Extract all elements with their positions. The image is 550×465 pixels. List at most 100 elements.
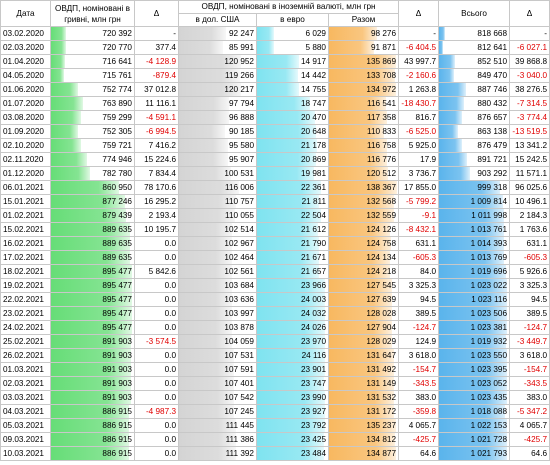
- uah-delta-cell-value: 0.0: [164, 322, 176, 332]
- eur-cell: 6 029: [256, 26, 329, 41]
- date-cell-value: 19.02.2021: [3, 280, 44, 290]
- uah-delta-cell-value: 78 170.6: [144, 182, 176, 192]
- data-bar: [257, 321, 326, 334]
- fx-total-cell-value: 132 568: [366, 196, 397, 206]
- data-bar: [51, 405, 130, 418]
- data-bar: [51, 181, 120, 194]
- fx-delta-cell: 64.6: [398, 446, 440, 461]
- fx-delta-cell-value: -18 430.7: [401, 98, 437, 108]
- eur-cell-value: 5 880: [305, 42, 327, 52]
- total-delta-cell: 1 763.6: [509, 222, 550, 237]
- data-bar: [179, 391, 235, 404]
- data-bar: [439, 55, 455, 68]
- fx-total-cell-value: 91 871: [370, 42, 397, 52]
- uah-cell: 889 635: [50, 250, 135, 265]
- data-bar: [51, 335, 131, 348]
- uah-cell: 895 477: [50, 278, 135, 293]
- total-cell-value: 891 721: [477, 154, 508, 164]
- uah-cell-value: 891 903: [102, 350, 132, 360]
- uah-delta-cell-value: -4 591.1: [145, 112, 176, 122]
- fx-total-cell-value: 127 639: [366, 294, 397, 304]
- uah-cell: 720 392: [50, 26, 135, 41]
- date-cell: 02.03.2020: [0, 40, 51, 55]
- uah-delta-cell-value: -4 987.3: [145, 406, 176, 416]
- date-cell-value: 04.05.2020: [3, 70, 44, 80]
- date-cell: 25.02.2021: [0, 334, 51, 349]
- total-delta-cell-value: -3 774.4: [516, 112, 548, 122]
- col-fx-group-header: ОВДП, номіновані в іноземній валюті, млн…: [177, 0, 400, 14]
- data-bar: [51, 265, 133, 278]
- fx-total-cell-value: 110 833: [367, 126, 397, 136]
- usd-cell-value: 120 952: [224, 56, 254, 66]
- table-row: 01.12.2020 782 780 7 834.4 100 531 19 981 120…: [0, 166, 550, 181]
- uah-cell-value: 889 635: [102, 252, 132, 262]
- usd-cell-value: 107 531: [224, 350, 254, 360]
- fx-delta-cell-value: 3 325.3: [408, 280, 437, 290]
- table-row: 03.02.2020 720 392 - 92 247 6 029 98 276 - 818 …: [0, 26, 550, 41]
- fx-delta-cell: 5 925.0: [398, 138, 440, 153]
- data-bar: [439, 195, 503, 208]
- date-cell-value: 01.12.2020: [3, 168, 44, 178]
- col-date-header: Дата: [0, 0, 51, 27]
- usd-cell: 110 055: [178, 208, 257, 223]
- uah-cell: 895 477: [50, 306, 135, 321]
- uah-delta-cell: 0.0: [134, 320, 179, 335]
- table-body: 03.02.2020 720 392 - 92 247 6 029 98 276 - 818 …: [0, 26, 550, 461]
- data-bar: [179, 195, 236, 208]
- date-cell-value: 15.01.2021: [3, 196, 44, 206]
- usd-cell: 103 636: [178, 292, 257, 307]
- fx-total-cell: 131 647: [327, 348, 400, 363]
- total-delta-cell: 64.6: [509, 446, 550, 461]
- usd-cell: 100 531: [178, 166, 257, 181]
- total-delta-cell: 3 618.0: [509, 348, 550, 363]
- fx-delta-cell: -425.7: [398, 432, 440, 447]
- total-delta-cell-value: 39 868.8: [515, 56, 548, 66]
- total-delta-cell-value: -3 040.0: [516, 70, 548, 80]
- eur-cell-value: 23 425: [300, 434, 326, 444]
- total-cell: 852 510: [438, 54, 511, 69]
- date-cell: 03.02.2020: [0, 26, 51, 41]
- data-bar: [329, 293, 392, 306]
- total-delta-cell: 383.0: [509, 390, 550, 405]
- data-bar: [51, 419, 130, 432]
- uah-cell-value: 759 299: [102, 112, 132, 122]
- total-cell-value: 999 318: [477, 182, 508, 192]
- total-cell: 1 021 728: [438, 432, 511, 447]
- fx-total-cell: 132 559: [327, 208, 400, 223]
- total-cell-value: 1 018 088: [470, 406, 508, 416]
- date-cell-value: 01.07.2020: [3, 98, 44, 108]
- fx-total-cell-value: 135 237: [366, 420, 397, 430]
- fx-delta-cell: -2 160.6: [398, 68, 440, 83]
- usd-cell: 110 757: [178, 194, 257, 209]
- usd-cell-value: 92 247: [228, 28, 254, 38]
- table-row: 01.06.2020 752 774 37 012.8 120 217 14 755 13…: [0, 82, 550, 97]
- date-cell-value: 03.02.2020: [3, 28, 44, 38]
- total-cell-value: 849 470: [477, 70, 508, 80]
- data-bar: [257, 391, 326, 404]
- uah-cell: 891 903: [50, 376, 135, 391]
- data-bar: [179, 321, 233, 334]
- data-bar: [329, 447, 396, 460]
- fx-total-cell-value: 120 512: [366, 168, 397, 178]
- date-cell: 02.11.2020: [0, 152, 51, 167]
- data-bar: [257, 209, 321, 222]
- uah-delta-cell: 0.0: [134, 306, 179, 321]
- uah-delta-cell: 0.0: [134, 292, 179, 307]
- date-cell-value: 16.02.2021: [3, 238, 44, 248]
- usd-cell-value: 103 684: [224, 280, 254, 290]
- uah-delta-cell-value: 11 116.1: [145, 98, 176, 108]
- data-bar: [439, 41, 443, 54]
- data-bar: [329, 69, 395, 82]
- uah-cell-value: 895 477: [102, 294, 132, 304]
- date-cell-value: 24.02.2021: [3, 322, 44, 332]
- date-cell-value: 23.02.2021: [3, 308, 44, 318]
- total-delta-cell-value: -7 314.5: [516, 98, 548, 108]
- uah-delta-cell-value: -879.4: [152, 70, 176, 80]
- fx-delta-cell: 17.9: [398, 152, 440, 167]
- total-delta-cell-value: -425.7: [523, 434, 548, 444]
- fx-total-cell-value: 131 172: [366, 406, 397, 416]
- usd-cell-value: 120 217: [224, 84, 254, 94]
- total-cell: 849 470: [438, 68, 511, 83]
- table-row: 01.07.2020 763 890 11 116.1 97 794 18 747 116…: [0, 96, 550, 111]
- total-delta-cell: 389.5: [509, 306, 550, 321]
